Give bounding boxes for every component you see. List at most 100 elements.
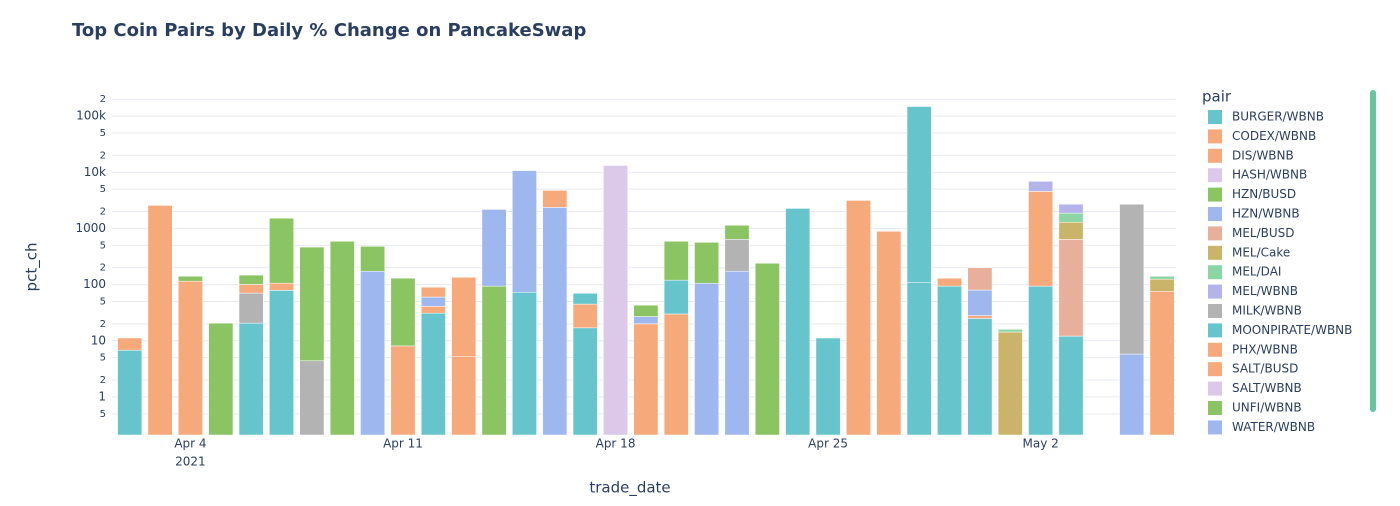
legend-swatch[interactable] [1208,401,1222,415]
bar-segment [1058,239,1084,337]
legend-label[interactable]: PHX/WBNB [1232,342,1298,356]
legend-swatch[interactable] [1208,245,1222,260]
bar-segment [1028,181,1054,192]
bar-segment [269,217,294,284]
bar-segment [178,280,203,436]
y-axis-title: pct_ch [23,243,42,292]
bar-segment [1058,335,1084,436]
bar-segment [299,360,325,436]
x-tick-label: Apr 4 [174,437,206,451]
legend-label[interactable]: WATER/WBNB [1232,420,1315,434]
bar-segment [420,296,446,307]
legend-swatch[interactable] [1208,148,1222,163]
legend-label[interactable]: SALT/WBNB [1232,381,1302,395]
bar-segment [967,267,993,291]
legend-label[interactable]: MEL/BUSD [1232,226,1295,240]
legend-label[interactable]: CODEX/WBNB [1232,129,1316,143]
y-tick-label: 10 [91,333,106,347]
bar-segment [754,262,780,436]
bar-segment [269,282,294,291]
y-tick-label: 1 [98,389,106,403]
bar-segment [785,208,811,436]
y-tick-label: 2 [100,263,106,274]
legend-label[interactable]: MEL/WBNB [1232,284,1298,298]
y-tick-label: 2 [100,319,106,330]
legend-swatch[interactable] [1208,265,1222,280]
y-tick-label: 100k [76,109,106,123]
bar-segment [390,345,416,436]
legend-swatch[interactable] [1208,420,1222,435]
legend-label[interactable]: DIS/WBNB [1232,148,1294,162]
y-tick-label: 5 [100,240,106,251]
bar-segment [481,209,507,287]
bar-segment [451,356,477,436]
bar-segment [967,289,993,316]
bar-segment [117,337,143,351]
bar-segment [724,239,750,272]
bar-segment [997,331,1023,436]
chart-title: Top Coin Pairs by Daily % Change on Panc… [72,20,586,41]
y-tick-label: 1000 [75,221,106,235]
bar-segment [420,312,446,436]
legend-label[interactable]: MOONPIRATE/WBNB [1232,323,1352,337]
bar-segment [178,275,203,282]
bar-segment [1058,221,1084,240]
y-tick-label: 5 [100,353,106,364]
legend-swatch[interactable] [1208,342,1222,357]
bar-segment [360,270,386,436]
bar-segment [451,276,477,357]
bar-segment [846,200,871,436]
bar-segment [1058,203,1084,214]
x-year-label: 2021 [175,455,206,469]
legend-swatch[interactable] [1208,304,1222,318]
bar-segment [633,323,659,436]
bar-segment [299,246,325,362]
y-tick-label: 100 [83,277,106,291]
legend-label[interactable]: MILK/WBNB [1232,304,1302,318]
bar-segment [906,106,932,283]
legend-label[interactable]: HASH/WBNB [1232,168,1307,182]
bar-segment [572,327,598,436]
bar-segment [390,277,416,347]
y-tick-label: 10k [84,165,106,179]
bar-segment [512,170,537,293]
legend-swatch[interactable] [1208,187,1222,202]
legend-swatch[interactable] [1208,323,1222,338]
bar-segment [1149,278,1175,292]
bar-segment [724,224,750,240]
legend-label[interactable]: UNFI/WBNB [1232,401,1302,415]
legend-swatch[interactable] [1208,168,1222,183]
bar-segment [603,165,628,436]
legend-swatch[interactable] [1208,362,1222,377]
x-tick-label: May 2 [1022,437,1058,451]
bar-segment [694,242,720,284]
legend-label[interactable]: HZN/WBNB [1232,207,1300,221]
legend-swatch[interactable] [1208,284,1222,299]
bar-segment [117,349,143,436]
bar-segment [633,316,659,325]
bar-segment [967,318,993,436]
x-tick-label: Apr 18 [596,437,636,451]
bar-segment [633,304,659,317]
legend-label[interactable]: SALT/BUSD [1232,362,1298,376]
bar-segment [997,329,1023,333]
bar-segment [967,315,993,319]
legend-swatch[interactable] [1208,129,1222,144]
bar-segment [238,274,264,285]
legend-label[interactable]: HZN/BUSD [1232,187,1296,201]
bar-segment [1028,285,1054,436]
bar-segment [815,337,841,436]
y-tick-label: 5 [100,128,106,139]
y-tick-label: 5 [100,184,106,195]
legend-swatch[interactable] [1208,207,1222,221]
legend-label[interactable]: BURGER/WBNB [1232,110,1324,124]
legend-swatch[interactable] [1208,381,1222,396]
legend-swatch[interactable] [1208,110,1222,124]
legend-scrollbar[interactable] [1370,90,1376,412]
bar-segment [512,292,537,436]
legend-label[interactable]: MEL/DAI [1232,265,1281,279]
bar-segment [420,306,446,314]
legend-swatch[interactable] [1208,226,1222,241]
legend-label[interactable]: MEL/Cake [1232,245,1290,259]
